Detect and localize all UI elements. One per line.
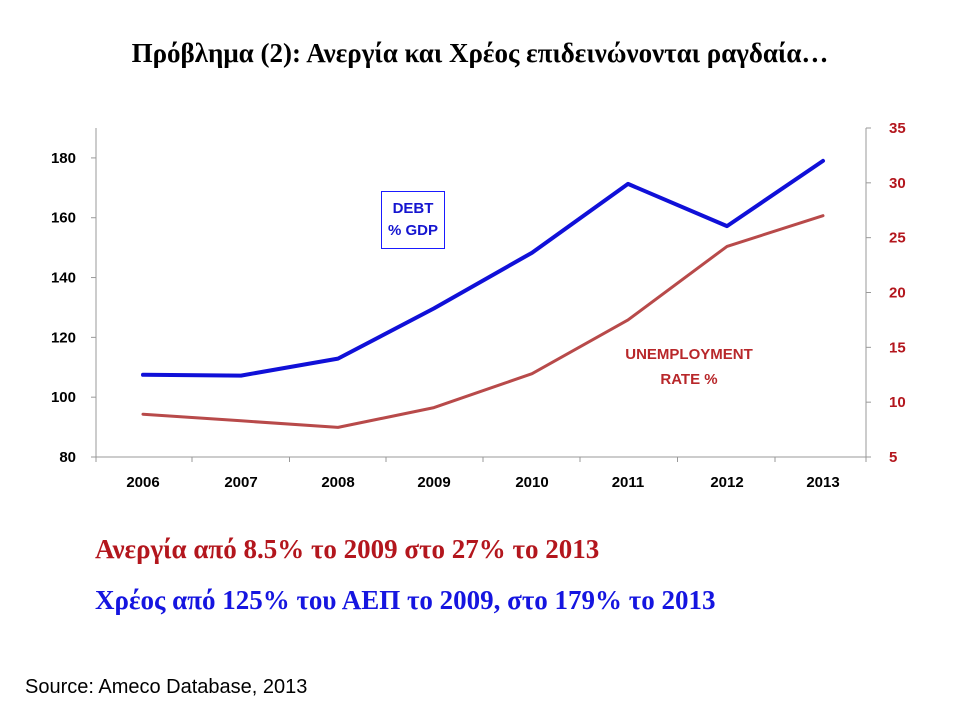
right-y-tick-label: 15	[889, 339, 906, 356]
left-y-tick-label: 180	[51, 150, 76, 167]
x-tick-label: 2011	[612, 474, 645, 491]
x-tick-label: 2013	[806, 474, 839, 491]
debt-series-label: DEBT % GDP	[381, 191, 445, 249]
unemployment-note: Ανεργία από 8.5% το 2009 στο 27% το 2013	[95, 534, 600, 564]
slide-title: Πρόβλημα (2): Ανεργία και Χρέος επιδεινώ…	[131, 38, 829, 68]
debt-label-line-2: % GDP	[387, 222, 438, 239]
right-y-tick-label: 35	[889, 120, 906, 137]
right-y-tick-label: 10	[889, 394, 906, 411]
unemployment-label-line-2: RATE %	[660, 371, 718, 388]
left-y-tick-label: 80	[59, 449, 76, 466]
x-tick-label: 2006	[126, 474, 159, 491]
right-y-tick-label: 30	[889, 175, 906, 192]
x-tick-label: 2008	[321, 474, 354, 491]
x-tick-label: 2007	[224, 474, 257, 491]
left-y-tick-label: 140	[51, 270, 76, 287]
debt-label-line-1: DEBT	[392, 200, 434, 217]
left-y-tick-label: 120	[51, 329, 76, 346]
left-y-tick-label: 160	[51, 210, 76, 227]
right-y-tick-label: 20	[889, 285, 906, 302]
right-y-tick-label: 25	[889, 230, 906, 247]
left-y-tick-label: 100	[51, 389, 76, 406]
x-tick-label: 2012	[710, 474, 743, 491]
x-tick-label: 2010	[515, 474, 548, 491]
debt-series-line	[141, 158, 825, 378]
debt-note: Χρέος από 125% του ΑΕΠ το 2009, στο 179%…	[95, 585, 716, 615]
unemployment-label-line-1: UNEMPLOYMENT	[625, 346, 753, 363]
unemployment-series-label: UNEMPLOYMENT RATE %	[600, 342, 778, 392]
x-tick-label: 2009	[417, 474, 450, 491]
source-caption: Source: Ameco Database, 2013	[25, 676, 308, 698]
right-y-tick-label: 5	[889, 449, 897, 466]
unemployment-series-line	[141, 214, 825, 429]
